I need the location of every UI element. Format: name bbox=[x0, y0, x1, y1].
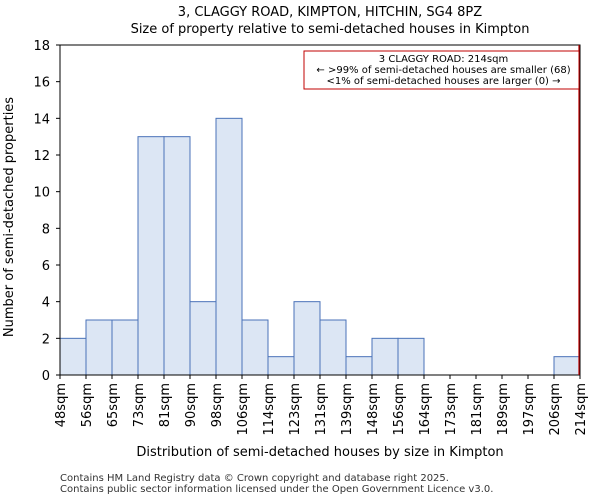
bar-206sqm bbox=[553, 356, 581, 376]
x-tick-label: 73sqm bbox=[132, 383, 147, 427]
x-tick-label: 148sqm bbox=[366, 383, 381, 436]
footer-line-2: Contains public sector information licen… bbox=[60, 484, 494, 495]
x-tick-label: 114sqm bbox=[262, 383, 277, 436]
x-tick-label: 197sqm bbox=[522, 383, 537, 436]
bar-123sqm bbox=[293, 301, 321, 376]
x-tick-label: 156sqm bbox=[392, 383, 407, 436]
y-tick-label: 0 bbox=[42, 369, 50, 384]
annotation-line-2: ← >99% of semi-detached houses are small… bbox=[316, 65, 570, 76]
x-tick-label: 164sqm bbox=[418, 383, 433, 436]
bar-139sqm bbox=[345, 356, 373, 376]
annotation-line-3: <1% of semi-detached houses are larger (… bbox=[326, 76, 560, 87]
x-axis-ticks: 48sqm 56sqm 65sqm 73sqm 81sqm 90sqm 98sqm 106sq… bbox=[54, 375, 589, 436]
y-tick-label: 4 bbox=[42, 296, 50, 311]
x-tick-label: 81sqm bbox=[158, 383, 173, 427]
bar-98sqm bbox=[215, 117, 243, 376]
x-axis-label: Distribution of semi-detached houses by … bbox=[136, 445, 503, 460]
x-tick-label: 123sqm bbox=[288, 383, 303, 436]
chart-subtitle: Size of property relative to semi-detach… bbox=[131, 22, 530, 37]
bar-148sqm bbox=[371, 337, 399, 376]
histogram-chart: 3, CLAGGY ROAD, KIMPTON, HITCHIN, SG4 8P… bbox=[2, 5, 589, 460]
bar-56sqm bbox=[85, 319, 113, 376]
y-tick-label: 12 bbox=[33, 149, 50, 164]
x-tick-label: 189sqm bbox=[496, 383, 511, 436]
x-tick-label: 48sqm bbox=[54, 383, 69, 427]
y-tick-label: 18 bbox=[33, 39, 50, 54]
footer-credit: Contains HM Land Registry data © Crown c… bbox=[60, 473, 493, 495]
bar-131sqm bbox=[319, 319, 347, 376]
bar-81sqm bbox=[163, 136, 191, 376]
x-tick-label: 106sqm bbox=[236, 383, 251, 436]
bars-group bbox=[59, 117, 581, 376]
x-tick-label: 56sqm bbox=[80, 383, 95, 427]
y-tick-label: 10 bbox=[33, 186, 50, 201]
bar-48sqm bbox=[59, 337, 87, 376]
plot-frame bbox=[59, 44, 581, 376]
x-tick-label: 98sqm bbox=[210, 383, 225, 427]
y-tick-label: 2 bbox=[42, 332, 50, 347]
x-tick-label: 214sqm bbox=[574, 383, 589, 436]
annotation-line-1: 3 CLAGGY ROAD: 214sqm bbox=[379, 54, 508, 65]
y-tick-label: 6 bbox=[42, 259, 50, 274]
bar-73sqm bbox=[137, 136, 165, 376]
x-tick-label: 206sqm bbox=[548, 383, 563, 436]
y-tick-label: 14 bbox=[33, 112, 50, 127]
footer-line-1: Contains HM Land Registry data © Crown c… bbox=[60, 473, 449, 484]
x-tick-label: 173sqm bbox=[444, 383, 459, 436]
annotation-box: 3 CLAGGY ROAD: 214sqm ← >99% of semi-det… bbox=[303, 50, 580, 90]
bar-106sqm bbox=[241, 319, 269, 376]
bar-156sqm bbox=[397, 337, 425, 376]
y-tick-label: 8 bbox=[42, 222, 50, 237]
bar-114sqm bbox=[267, 356, 295, 376]
x-tick-label: 181sqm bbox=[470, 383, 485, 436]
x-tick-label: 65sqm bbox=[106, 383, 121, 427]
bar-90sqm bbox=[189, 301, 217, 376]
y-axis-label: Number of semi-detached properties bbox=[2, 97, 17, 337]
x-tick-label: 90sqm bbox=[184, 383, 199, 427]
x-tick-label: 139sqm bbox=[340, 383, 355, 436]
y-axis-ticks: 0 2 4 6 8 10 12 14 16 18 bbox=[33, 39, 60, 384]
bar-65sqm bbox=[111, 319, 139, 376]
y-tick-label: 16 bbox=[33, 76, 50, 91]
chart-title: 3, CLAGGY ROAD, KIMPTON, HITCHIN, SG4 8P… bbox=[178, 5, 482, 20]
x-tick-label: 131sqm bbox=[314, 383, 329, 436]
